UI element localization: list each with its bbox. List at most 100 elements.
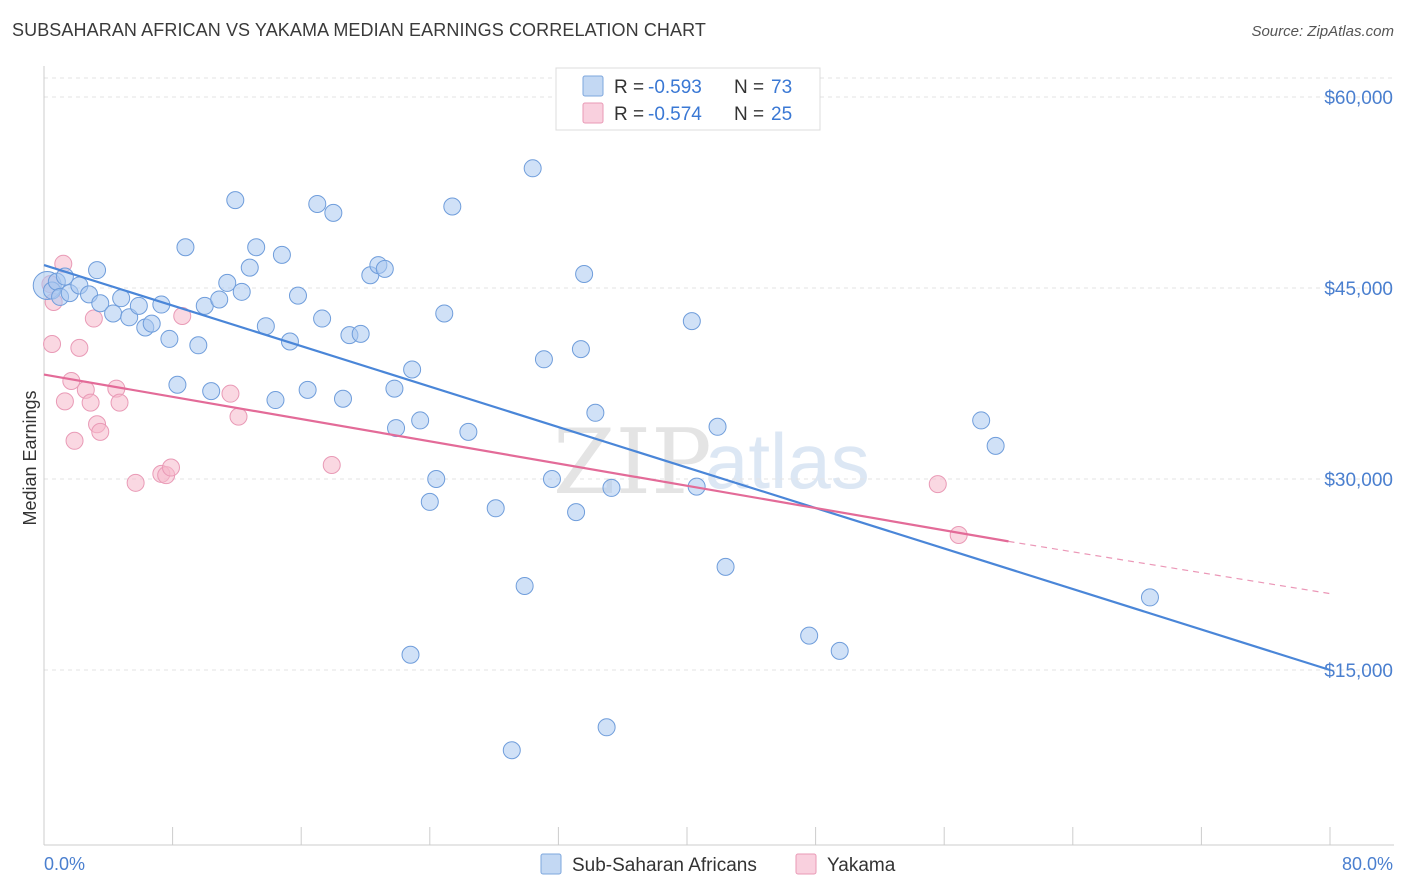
sub-saharan-point: [567, 503, 586, 522]
y-axis-label: Median Earnings: [20, 390, 40, 525]
yakama-point: [126, 473, 145, 492]
x-tick-label: 0.0%: [44, 854, 85, 874]
sub-saharan-point: [189, 336, 208, 355]
sub-saharan-point: [240, 258, 259, 277]
x-tick-label: 80.0%: [1342, 854, 1393, 874]
sub-saharan-point: [443, 197, 462, 216]
yakama-point: [221, 384, 240, 403]
sub-saharan-trend-line: [43, 264, 1331, 672]
sub-saharan-point: [800, 626, 819, 645]
sub-saharan-point: [486, 499, 505, 518]
legend-n-label: N =: [734, 104, 764, 125]
yakama-point: [84, 309, 103, 328]
sub-saharan-point: [308, 194, 327, 213]
sub-saharan-point: [542, 470, 561, 488]
sub-saharan-point: [411, 411, 430, 430]
sub-saharan-point: [288, 286, 307, 305]
sub-saharan-point: [247, 238, 266, 257]
chart-title: SUBSAHARAN AFRICAN VS YAKAMA MEDIAN EARN…: [12, 20, 707, 40]
sub-saharan-point: [515, 576, 534, 595]
sub-saharan-point: [420, 492, 439, 511]
sub-saharan-point: [104, 304, 123, 323]
yakama-point: [43, 335, 62, 354]
sub-saharan-point: [266, 391, 285, 410]
legend-label-yakama: Yakama: [827, 855, 896, 876]
sub-saharan-point: [708, 417, 727, 436]
sub-saharan-point: [401, 645, 420, 664]
watermark-zip: ZIP: [553, 410, 712, 515]
y-tick-label: $15,000: [1324, 661, 1393, 682]
y-tick-label: $60,000: [1324, 88, 1393, 109]
sub-saharan-point: [210, 290, 229, 309]
sub-saharan-point: [129, 296, 148, 315]
sub-saharan-point: [202, 382, 221, 401]
legend-swatch-ssa: [540, 853, 562, 875]
correlation-legend: R = -0.593 N = 73 R = -0.574 N = 25: [555, 67, 821, 131]
yakama-trend-extension: [1008, 540, 1331, 595]
sub-saharan-point: [435, 304, 454, 323]
y-tick-labels: $15,000 $30,000 $45,000 $60,000: [1324, 88, 1393, 682]
legend-n-value: 73: [771, 77, 792, 98]
sub-saharan-point: [986, 436, 1005, 455]
sub-saharan-point: [682, 312, 701, 331]
series-legend: Sub-Saharan Africans Yakama: [540, 853, 896, 876]
sub-saharan-point: [427, 470, 446, 488]
legend-r-label: R =: [614, 77, 644, 98]
legend-r-label: R =: [614, 104, 644, 125]
yakama-point: [949, 526, 968, 545]
source-note: Source: ZipAtlas.com: [1251, 23, 1394, 40]
y-tick-label: $45,000: [1324, 279, 1393, 300]
sub-saharan-point: [176, 238, 195, 257]
legend-label-ssa: Sub-Saharan Africans: [572, 855, 757, 876]
yakama-point: [322, 455, 341, 474]
sub-saharan-point: [403, 360, 422, 379]
legend-r-value: -0.574: [648, 104, 702, 125]
sub-saharan-point: [575, 264, 594, 283]
sub-saharan-point: [232, 282, 251, 301]
sub-saharan-point: [972, 411, 991, 430]
sub-saharan-point: [333, 389, 352, 408]
sub-saharan-point: [586, 403, 605, 422]
sub-saharan-point: [523, 159, 542, 178]
sub-saharan-point: [830, 641, 849, 660]
axes: [43, 66, 1394, 846]
sub-saharan-point: [218, 273, 237, 292]
sub-saharan-point: [168, 375, 187, 394]
sub-saharan-points: [32, 159, 1159, 760]
sub-saharan-point: [160, 329, 179, 348]
yakama-point: [55, 392, 74, 411]
sub-saharan-point: [351, 324, 370, 343]
sub-saharan-point: [534, 350, 553, 369]
yakama-point: [161, 458, 180, 477]
sub-saharan-point: [272, 245, 291, 264]
yakama-point: [81, 393, 100, 412]
sub-saharan-point: [571, 340, 590, 359]
yakama-point: [110, 393, 129, 412]
sub-saharan-point: [602, 478, 621, 497]
sub-saharan-point: [142, 314, 161, 333]
yakama-point: [229, 407, 248, 426]
x-tick-labels: 0.0% 80.0%: [44, 854, 1393, 874]
sub-saharan-point: [459, 422, 478, 441]
sub-saharan-point: [298, 380, 317, 399]
sub-saharan-point: [88, 261, 107, 280]
sub-saharan-point: [502, 741, 521, 760]
gridlines: [44, 77, 1394, 671]
legend-swatch-ssa: [582, 75, 604, 97]
sub-saharan-point: [375, 259, 394, 278]
yakama-point: [65, 431, 84, 450]
yakama-trend-line: [43, 373, 1009, 543]
yakama-point: [70, 338, 89, 357]
sub-saharan-point: [91, 294, 110, 313]
yakama-point: [91, 422, 110, 441]
legend-swatch-yakama: [582, 102, 604, 124]
yakama-point: [928, 475, 947, 494]
trend-lines: [43, 264, 1331, 672]
sub-saharan-point: [1140, 588, 1159, 607]
sub-saharan-point: [120, 308, 139, 327]
sub-saharan-point: [313, 309, 332, 328]
legend-swatch-yakama: [795, 853, 817, 875]
sub-saharan-point: [385, 379, 404, 398]
sub-saharan-point: [597, 718, 616, 737]
